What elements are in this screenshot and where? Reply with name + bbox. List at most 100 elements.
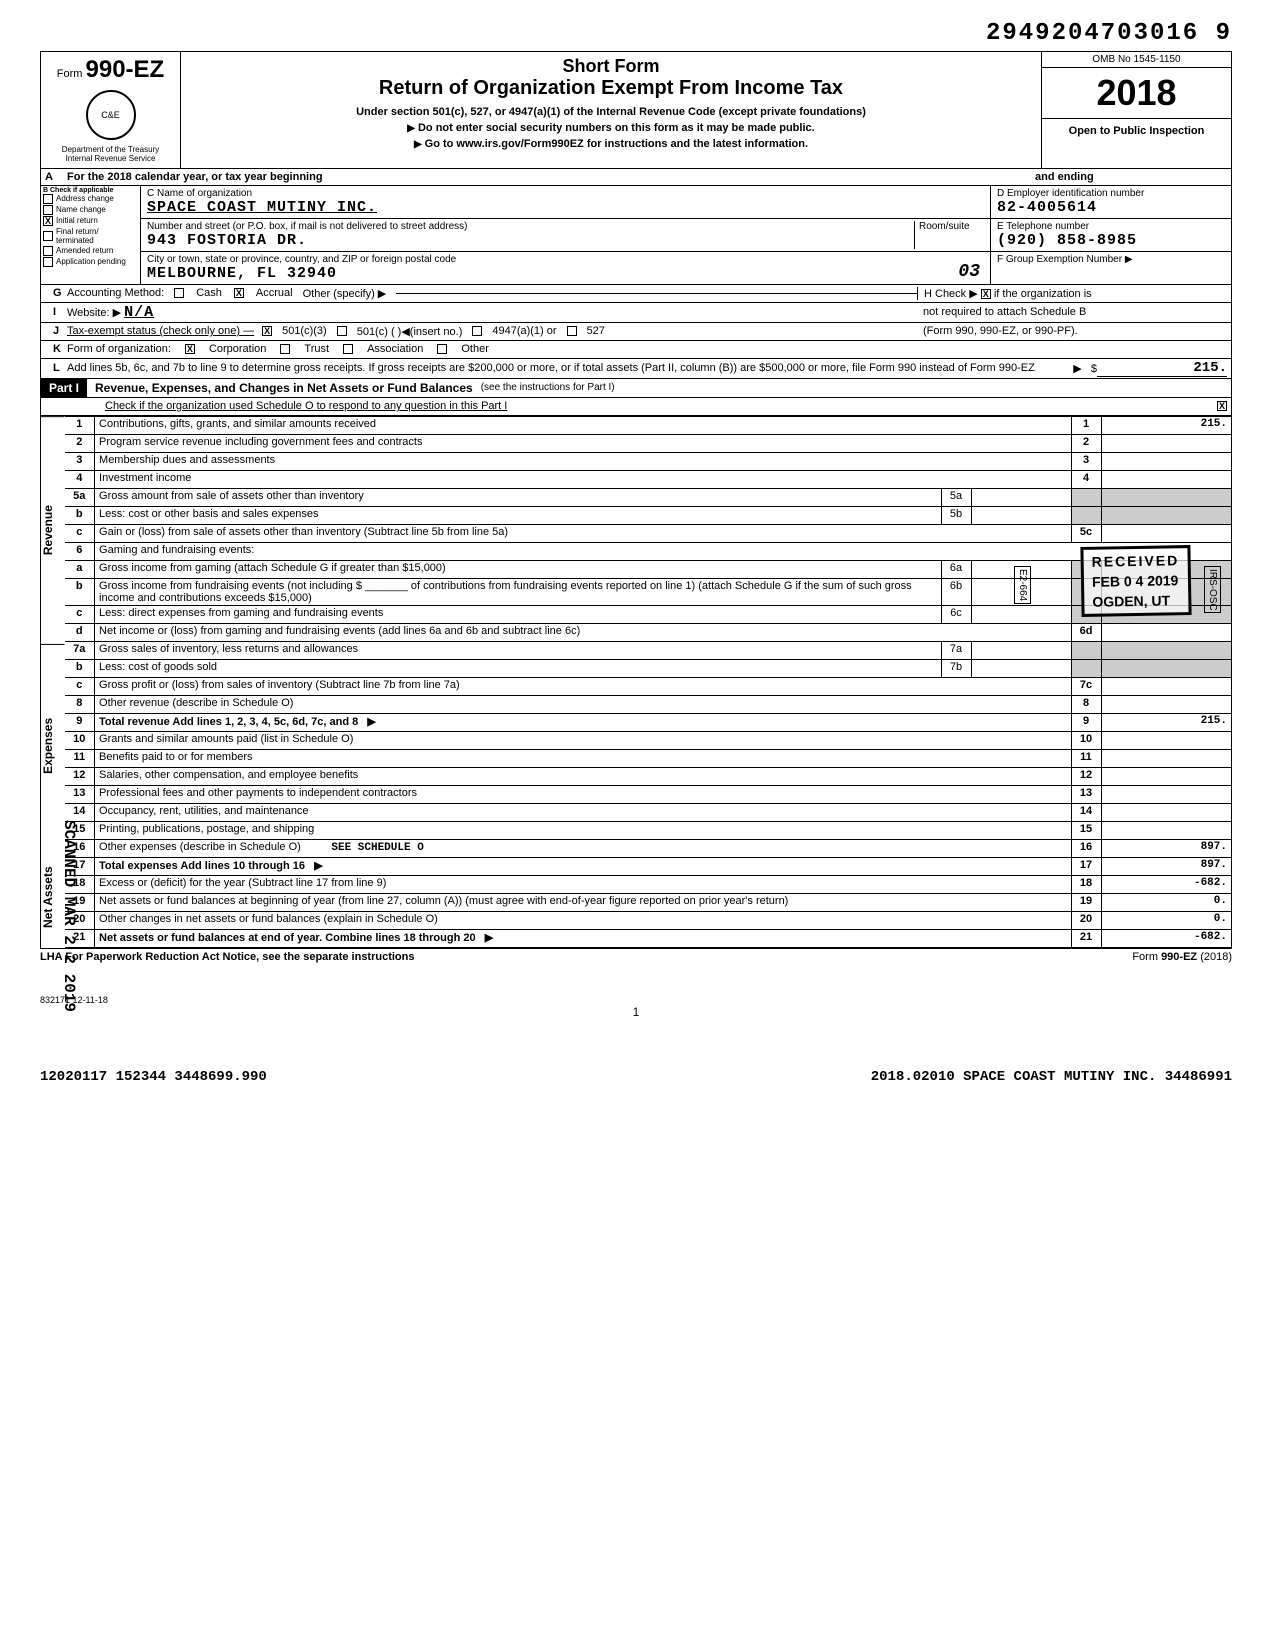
col-ref: 3 [1071, 452, 1101, 470]
col-ref: 13 [1071, 785, 1101, 803]
col-ref: 2 [1071, 434, 1101, 452]
col-ref: 20 [1071, 911, 1101, 929]
line-number: 5a [65, 488, 95, 506]
form-number-value: 990-EZ [86, 56, 165, 83]
shade [1071, 659, 1101, 677]
checkbox[interactable] [43, 231, 53, 241]
line-k: K Form of organization: XCorporationTrus… [40, 341, 1232, 359]
shade [1071, 506, 1101, 524]
line-row: 6Gaming and fundraising events: [65, 542, 1231, 560]
line-desc: Benefits paid to or for members [95, 749, 1071, 767]
subtitle-1: Under section 501(c), 527, or 4947(a)(1)… [189, 106, 1033, 118]
irs-seal-icon: C&E [86, 90, 136, 140]
checkbox[interactable] [43, 194, 53, 204]
checkbox[interactable] [343, 344, 353, 354]
checkbox[interactable]: X [43, 216, 53, 226]
lha-notice: LHA For Paperwork Reduction Act Notice, … [40, 951, 415, 963]
shade [1071, 488, 1101, 506]
checkbox[interactable] [337, 326, 347, 336]
stamp-location: OGDEN, UT [1093, 592, 1181, 610]
form-footer: LHA For Paperwork Reduction Act Notice, … [40, 949, 1232, 965]
col-ref: 9 [1071, 713, 1101, 731]
col-ref: 7c [1071, 677, 1101, 695]
city-state-zip: MELBOURNE, FL 32940 [147, 265, 984, 282]
checkbox[interactable] [567, 326, 577, 336]
line-number: c [65, 524, 95, 542]
part-1-label: Part I [41, 379, 87, 397]
h-text1: if the organization is [994, 288, 1092, 300]
form-prefix: Form [57, 68, 83, 80]
checkbox[interactable]: X [262, 326, 272, 336]
line-row: 8Other revenue (describe in Schedule O)8 [65, 695, 1231, 713]
b-option-label: Name change [56, 205, 106, 214]
amount [1101, 695, 1231, 713]
part-1-title: Revenue, Expenses, and Changes in Net As… [87, 381, 473, 395]
page-code: 832171 12-11-18 [40, 995, 1232, 1005]
line-number: 3 [65, 452, 95, 470]
c-label: C Name of organization [147, 188, 984, 199]
mini-col: 5b [941, 506, 971, 524]
org-name: SPACE COAST MUTINY INC. [147, 199, 984, 216]
amount [1101, 677, 1231, 695]
b-option-label: Final return/ terminated [56, 227, 138, 245]
line-number: 8 [65, 695, 95, 713]
line-number: a [65, 560, 95, 578]
checkbox[interactable]: X [185, 344, 195, 354]
mini-col: 6c [941, 605, 971, 623]
dept-irs: Internal Revenue Service [45, 155, 176, 164]
g-option-label: Cash [196, 287, 222, 299]
k-label: Form of organization: [67, 343, 171, 355]
line-desc: Net assets or fund balances at end of ye… [95, 929, 1071, 947]
line-i: I Website: ▶ N/A not required to attach … [40, 303, 1232, 323]
line-number: 9 [65, 713, 95, 731]
checkbox[interactable] [472, 326, 482, 336]
line-number: c [65, 605, 95, 623]
handwritten-03: 03 [958, 262, 980, 282]
page-number: 1 [40, 1005, 1232, 1019]
mini-amt [971, 641, 1071, 659]
col-ref: 15 [1071, 821, 1101, 839]
line-desc: Salaries, other compensation, and employ… [95, 767, 1071, 785]
part-1-checkbox[interactable]: X [1217, 401, 1227, 411]
line-row: cGross profit or (loss) from sales of in… [65, 677, 1231, 695]
checkbox[interactable] [174, 288, 184, 298]
line-row: 11Benefits paid to or for members11 [65, 749, 1231, 767]
line-a-begin: For the 2018 calendar year, or tax year … [63, 169, 1031, 185]
form-header: Form 990-EZ C&E Department of the Treasu… [40, 51, 1232, 169]
col-d: D Employer identification number 82-4005… [991, 186, 1231, 218]
h-checkbox[interactable]: X [981, 289, 991, 299]
b-option[interactable]: Final return/ terminated [43, 227, 138, 245]
bottom-left: 12020117 152344 3448699.990 [40, 1069, 267, 1085]
amount [1101, 452, 1231, 470]
line-number: 12 [65, 767, 95, 785]
b-option[interactable]: Address change [43, 194, 138, 204]
d-label: D Employer identification number [997, 188, 1225, 199]
checkbox[interactable] [43, 246, 53, 256]
line-desc: Gross amount from sale of assets other t… [95, 488, 941, 506]
checkbox[interactable] [280, 344, 290, 354]
b-option[interactable]: Amended return [43, 246, 138, 256]
col-ref: 12 [1071, 767, 1101, 785]
l-amount: 215. [1097, 360, 1227, 377]
g-label: Accounting Method: [67, 287, 164, 299]
part-1-check: Check if the organization used Schedule … [40, 398, 1232, 416]
checkbox[interactable] [43, 205, 53, 215]
b-option[interactable]: Name change [43, 205, 138, 215]
b-option[interactable]: Application pending [43, 257, 138, 267]
amount: 215. [1101, 416, 1231, 434]
form-number: Form 990-EZ [45, 56, 176, 84]
line-number: b [65, 506, 95, 524]
line-desc: Excess or (deficit) for the year (Subtra… [95, 875, 1071, 893]
checkbox[interactable] [43, 257, 53, 267]
line-desc: Less: cost of goods sold [95, 659, 941, 677]
checkbox[interactable] [437, 344, 447, 354]
mini-amt [971, 506, 1071, 524]
amount: 897. [1101, 839, 1231, 857]
checkbox[interactable]: X [234, 288, 244, 298]
b-option[interactable]: XInitial return [43, 216, 138, 226]
shade [1071, 641, 1101, 659]
line-row: 14Occupancy, rent, utilities, and mainte… [65, 803, 1231, 821]
line-row: 3Membership dues and assessments3 [65, 452, 1231, 470]
line-number: 13 [65, 785, 95, 803]
line-desc: Printing, publications, postage, and shi… [95, 821, 1071, 839]
